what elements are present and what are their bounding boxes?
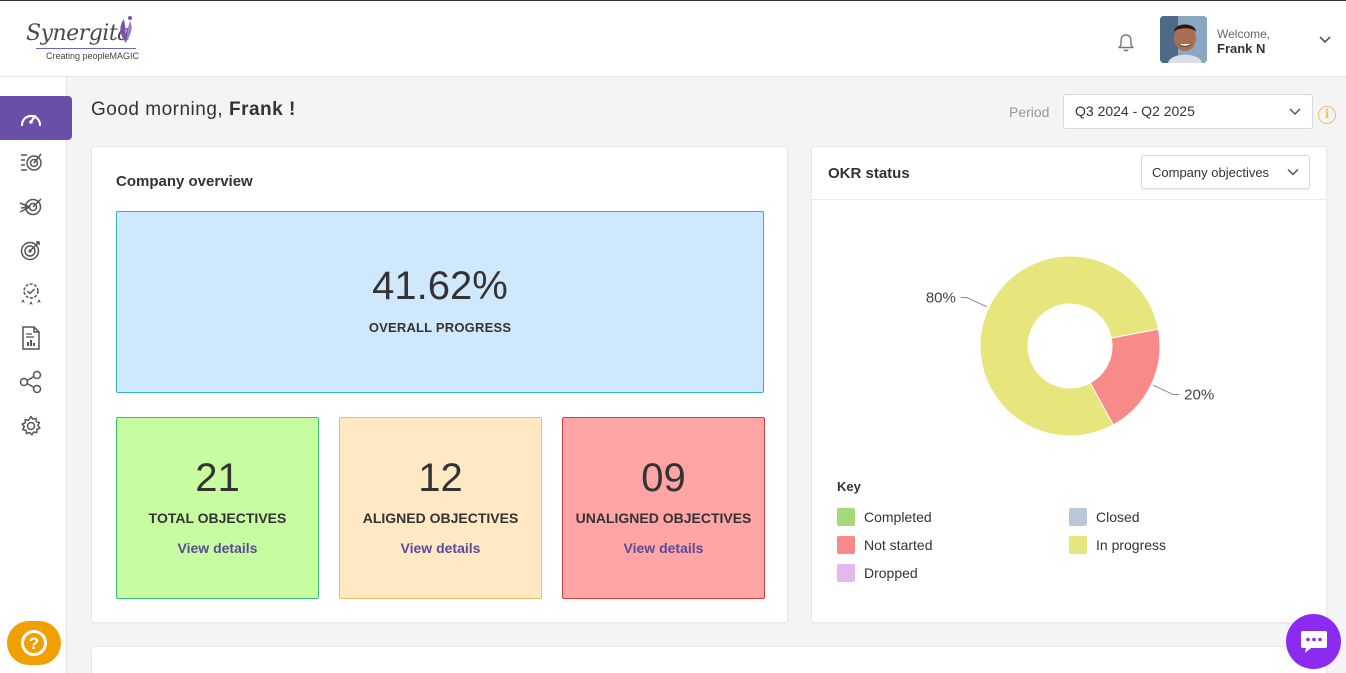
chevron-down-icon <box>1289 108 1301 116</box>
donut-slice-not-started[interactable] <box>1089 328 1161 426</box>
sidebar-item-dashboard[interactable] <box>0 96 72 140</box>
legend-swatch <box>837 564 855 582</box>
logo-wordmark: Synergita <box>26 21 130 46</box>
period-value: Q3 2024 - Q2 2025 <box>1075 103 1195 119</box>
sidebar-item-alignment[interactable] <box>0 184 72 228</box>
greeting: Good morning, Frank ! <box>91 99 296 121</box>
legend-label: Closed <box>1096 509 1140 525</box>
legend-label: Not started <box>864 537 933 553</box>
share-nodes-icon <box>19 370 42 394</box>
okr-status-card: OKR status Company objectives 80% 20% Key… <box>811 146 1327 623</box>
legend-label: Completed <box>864 509 932 525</box>
view-details-link[interactable]: View details <box>177 540 258 556</box>
sidebar <box>0 77 72 673</box>
data-label: 80% <box>926 289 956 306</box>
target-arrows-icon <box>19 198 42 216</box>
okr-donut-chart: 80% 20% <box>926 255 1214 437</box>
sidebar-item-objectives[interactable] <box>0 140 72 184</box>
unaligned-objectives-box: 09 UNALIGNED OBJECTIVES View details <box>562 417 765 599</box>
company-overview-card: Company overview 41.62% OVERALL PROGRESS… <box>91 146 788 623</box>
stat-value: 21 <box>195 456 240 500</box>
period-select[interactable]: Q3 2024 - Q2 2025 <box>1063 94 1313 129</box>
chat-button[interactable] <box>1286 614 1341 669</box>
stat-value: 09 <box>641 456 686 500</box>
target-checklist-icon <box>21 153 42 171</box>
legend-item-dropped: Dropped <box>837 564 918 582</box>
bell-icon[interactable] <box>1116 33 1136 53</box>
card-title: Company overview <box>116 173 253 190</box>
legend-item-not-started: Not started <box>837 536 932 554</box>
stat-label: UNALIGNED OBJECTIVES <box>575 510 752 526</box>
greeting-name: Frank ! <box>228 99 296 120</box>
total-objectives-box: 21 TOTAL OBJECTIVES View details <box>116 417 319 599</box>
question-icon: ? <box>21 630 47 656</box>
logo-divider <box>36 48 136 49</box>
welcome-label: Welcome, <box>1217 27 1271 41</box>
avatar[interactable] <box>1160 16 1207 63</box>
badge-stars-icon <box>21 283 41 305</box>
legend-swatch <box>1069 508 1087 526</box>
view-details-link[interactable]: View details <box>400 540 481 556</box>
view-details-link[interactable]: View details <box>623 540 704 556</box>
sidebar-item-reports[interactable] <box>0 316 72 360</box>
legend-item-completed: Completed <box>837 508 932 526</box>
stat-label: ALIGNED OBJECTIVES <box>362 510 519 526</box>
objectives-filter-value: Company objectives <box>1152 165 1270 180</box>
leader-line <box>1153 384 1180 396</box>
legend-swatch <box>837 508 855 526</box>
legend-item-closed: Closed <box>1069 508 1140 526</box>
data-label: 20% <box>1184 387 1214 404</box>
sidebar-item-settings[interactable] <box>0 404 72 448</box>
stat-value: 12 <box>418 456 463 500</box>
butterfly-logo-icon <box>120 16 132 43</box>
objectives-filter-select[interactable]: Company objectives <box>1141 155 1310 189</box>
report-document-icon <box>22 326 40 350</box>
okr-title: OKR status <box>828 165 910 182</box>
sidebar-item-goals[interactable] <box>0 228 72 272</box>
user-photo <box>1160 16 1207 63</box>
legend-swatch <box>837 536 855 554</box>
overall-progress-value: 41.62% <box>372 264 508 308</box>
overall-progress-box: 41.62% OVERALL PROGRESS <box>116 211 764 393</box>
chevron-down-icon[interactable] <box>1317 33 1333 47</box>
top-bar: Synergita Creating peopleMAGIC Welcome, … <box>0 0 1346 77</box>
legend-swatch <box>1069 536 1087 554</box>
key-title: Key <box>837 479 861 494</box>
overall-progress-label: OVERALL PROGRESS <box>368 320 512 335</box>
okr-header: OKR status Company objectives <box>812 147 1326 200</box>
legend-label: Dropped <box>864 565 918 581</box>
logo-tagline: Creating peopleMAGIC <box>46 51 140 61</box>
leader-line <box>960 296 987 308</box>
greeting-prefix: Good morning, <box>91 99 224 120</box>
chevron-down-icon <box>1287 168 1299 176</box>
sidebar-item-connections[interactable] <box>0 360 72 404</box>
legend-label: In progress <box>1096 537 1167 553</box>
stat-label: TOTAL OBJECTIVES <box>148 510 287 526</box>
donut-slice-in-progress[interactable] <box>979 255 1159 437</box>
gear-icon <box>21 415 41 436</box>
speedometer-icon <box>20 114 42 127</box>
help-button[interactable]: ? <box>7 621 61 665</box>
target-icon <box>20 241 40 261</box>
info-icon[interactable]: i <box>1318 106 1336 124</box>
bottom-card <box>91 646 1327 673</box>
legend-item-in-progress: In progress <box>1069 536 1166 554</box>
synergita-logo[interactable]: Synergita Creating peopleMAGIC <box>24 13 144 65</box>
aligned-objectives-box: 12 ALIGNED OBJECTIVES View details <box>339 417 542 599</box>
user-name: Frank N <box>1217 41 1266 56</box>
period-label: Period <box>1009 104 1050 120</box>
sidebar-item-reviews[interactable] <box>0 272 72 316</box>
chat-bubble-icon <box>1300 630 1327 653</box>
